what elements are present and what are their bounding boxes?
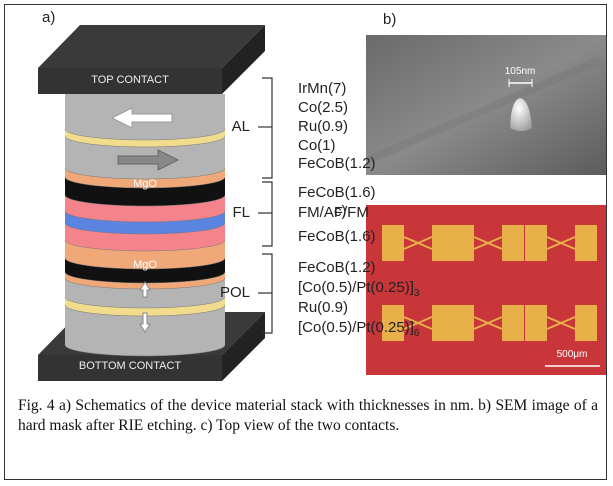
caption: Fig. 4 a) Schematics of the device mater… xyxy=(18,397,598,434)
layer-text: FeCoB(1.2) xyxy=(298,155,376,172)
pad xyxy=(382,225,404,261)
pad-trace xyxy=(473,316,503,330)
layer-text: FeCoB(1.6) xyxy=(298,184,376,201)
barrier-label: MgO xyxy=(133,259,157,271)
pad xyxy=(525,225,547,261)
pad-trace xyxy=(473,236,503,250)
pad xyxy=(452,225,474,261)
pad xyxy=(575,225,597,261)
layer-label: IrMn(7) xyxy=(298,80,346,97)
layer-text: IrMn(7) xyxy=(298,80,346,97)
sem-texture xyxy=(366,56,602,164)
pad xyxy=(502,225,524,261)
pad-trace xyxy=(546,316,576,330)
panel-label: b) xyxy=(383,11,396,28)
panel-label: c) xyxy=(334,203,347,220)
layer-label: [Co(0.5)/Pt(0.25)]3 xyxy=(298,279,420,299)
layer-subscript: 6 xyxy=(414,328,420,339)
group-label: FL xyxy=(232,204,250,221)
top-contact xyxy=(38,25,265,94)
layer-label: Co(1) xyxy=(298,137,336,154)
group-label: AL xyxy=(232,118,250,135)
sem-scale-label: 105nm xyxy=(505,66,536,77)
layer-text: Co(1) xyxy=(298,137,336,154)
figure-frame xyxy=(4,4,607,480)
pad xyxy=(525,305,547,341)
top-contact-label: TOP CONTACT xyxy=(91,74,169,86)
bracket xyxy=(262,77,273,179)
magnetization-arrows xyxy=(110,107,180,333)
top-view-image xyxy=(366,205,606,375)
layer-groups: ALIrMn(7)Co(2.5)Ru(0.9)Co(1)FeCoB(1.2)FL… xyxy=(220,77,420,339)
pad-trace xyxy=(546,236,576,250)
layer-text: [Co(0.5)/Pt(0.25)] xyxy=(298,319,414,336)
bottom-contact-label: BOTTOM CONTACT xyxy=(79,360,182,372)
layer-text: Ru(0.9) xyxy=(298,118,348,135)
layer-text: FeCoB(1.2) xyxy=(298,259,376,276)
pad xyxy=(502,305,524,341)
layer-label: [Co(0.5)/Pt(0.25)]6 xyxy=(298,319,420,339)
panel-label: a) xyxy=(42,9,55,26)
layer-label: FeCoB(1.2) xyxy=(298,259,376,276)
layer-text: Ru(0.9) xyxy=(298,299,348,316)
layer-label: Co(2.5) xyxy=(298,99,348,116)
pads xyxy=(382,225,597,341)
bracket xyxy=(262,181,273,247)
sem-mask xyxy=(510,98,532,131)
layer-label: Ru(0.9) xyxy=(298,299,348,316)
pad-trace xyxy=(403,236,433,250)
layer-label: FeCoB(1.6) xyxy=(298,228,376,245)
stack xyxy=(64,94,226,357)
layer-subscript: 3 xyxy=(414,288,420,299)
pad xyxy=(432,305,454,341)
layer-label: FeCoB(1.2) xyxy=(298,155,376,172)
layer-text: Co(2.5) xyxy=(298,99,348,116)
pad xyxy=(382,305,404,341)
layer-text: FeCoB(1.6) xyxy=(298,228,376,245)
pad xyxy=(432,225,454,261)
figure: a) b) c) 105nm 500μm TOP CONTACT BOTTOM … xyxy=(38,9,606,381)
group-label: POL xyxy=(220,284,250,301)
layer-label: Ru(0.9) xyxy=(298,118,348,135)
layer-label: FM/AF/FM xyxy=(298,204,369,221)
pad xyxy=(452,305,474,341)
layer-text: FM/AF/FM xyxy=(298,204,369,221)
barrier-label: MgO xyxy=(133,178,157,190)
sem-image xyxy=(366,35,606,175)
layer xyxy=(65,94,225,129)
top-view-scale-label: 500μm xyxy=(557,349,588,360)
layer-text: [Co(0.5)/Pt(0.25)] xyxy=(298,279,414,296)
layer-label: FeCoB(1.6) xyxy=(298,184,376,201)
pad xyxy=(575,305,597,341)
pad-trace xyxy=(403,316,433,330)
